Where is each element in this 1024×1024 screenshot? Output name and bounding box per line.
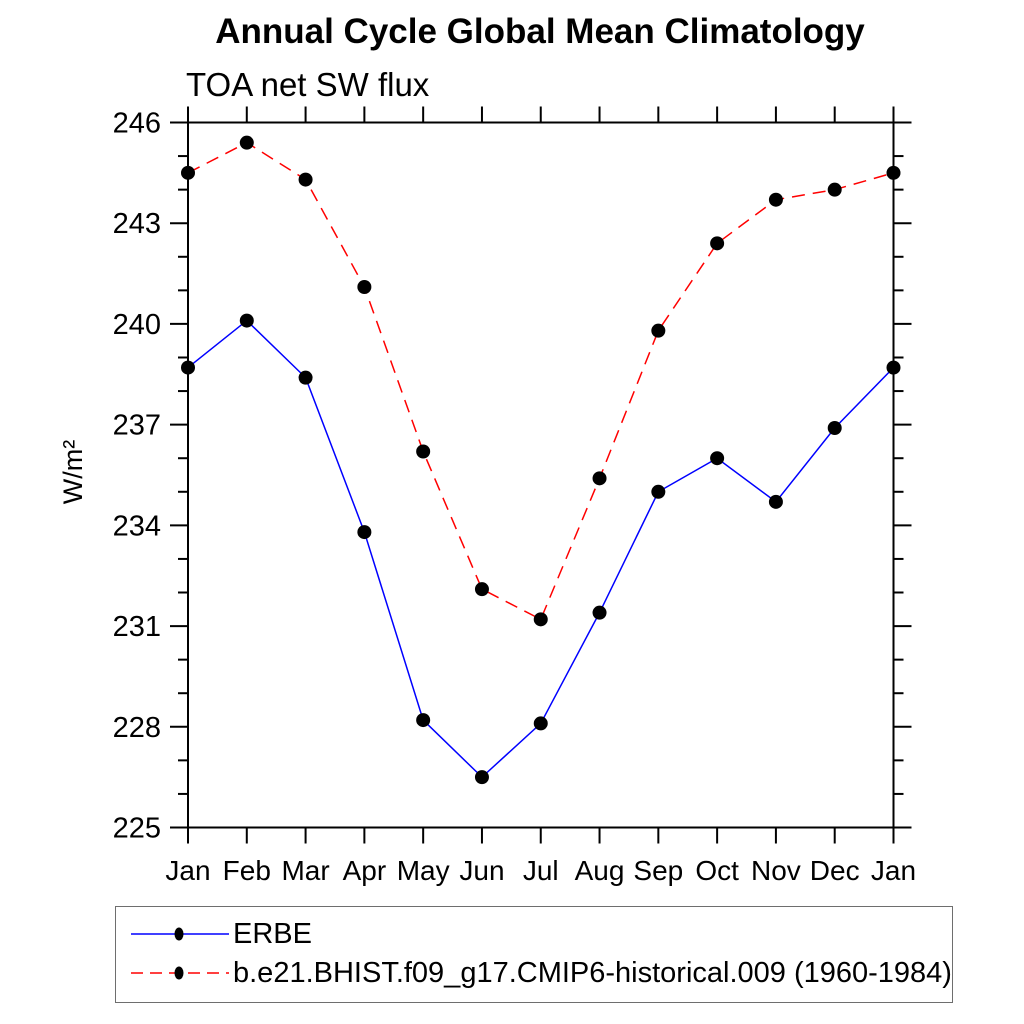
- data-point-marker: [416, 713, 431, 728]
- data-point-marker: [416, 444, 431, 459]
- data-point-marker: [886, 165, 901, 180]
- data-point-marker: [651, 484, 666, 499]
- legend-item-model: b.e21.BHIST.f09_g17.CMIP6-historical.009…: [130, 954, 952, 992]
- y-tick-label: 228: [113, 712, 161, 744]
- legend-label-erbe: ERBE: [233, 918, 312, 950]
- data-point-marker: [768, 494, 783, 509]
- chart-title: Annual Cycle Global Mean Climatology: [215, 12, 865, 51]
- x-tick-label: Nov: [751, 855, 801, 886]
- x-tick-label: Sep: [633, 855, 683, 886]
- x-tick-label: Mar: [281, 855, 329, 886]
- x-tick-label: Aug: [575, 855, 625, 886]
- data-point-marker: [298, 172, 313, 187]
- data-point-marker: [827, 421, 842, 435]
- data-point-marker: [533, 612, 548, 627]
- y-tick-label: 246: [113, 108, 161, 140]
- legend-line-dashed-icon: [131, 966, 229, 980]
- legend-marker-dot-icon: [174, 927, 184, 941]
- data-point-marker: [474, 582, 489, 597]
- data-point-marker: [181, 360, 195, 375]
- legend-item-erbe: ERBE: [130, 915, 312, 953]
- data-point-marker: [239, 135, 254, 150]
- y-tick-label: 231: [113, 611, 161, 643]
- data-point-marker: [768, 192, 783, 207]
- x-tick-label: Dec: [810, 855, 860, 886]
- x-tick-label: Apr: [343, 855, 387, 886]
- data-point-marker: [357, 525, 372, 540]
- data-point-marker: [710, 451, 725, 466]
- y-tick-label: 225: [113, 813, 161, 845]
- x-tick-label: Jul: [523, 855, 559, 886]
- legend: ERBE b.e21.BHIST.f09_g17.CMIP6-historica…: [115, 906, 953, 1003]
- y-tick-label: 234: [113, 510, 161, 542]
- data-point-marker: [827, 182, 842, 197]
- y-tick-label: 240: [113, 309, 161, 341]
- data-point-marker: [474, 770, 489, 785]
- chart-subtitle: TOA net SW flux: [186, 66, 430, 103]
- data-point-marker: [592, 605, 607, 620]
- y-axis-label: W/m²: [58, 440, 88, 504]
- y-tick-label: 243: [113, 208, 161, 240]
- x-tick-label: Oct: [695, 855, 739, 886]
- data-point-marker: [533, 716, 548, 731]
- series-line-1: [187, 141, 894, 621]
- data-point-marker: [181, 165, 195, 180]
- data-point-marker: [886, 360, 901, 375]
- x-tick-label: May: [397, 855, 450, 886]
- data-point-marker: [357, 280, 372, 294]
- y-tick-label: 237: [113, 410, 161, 442]
- data-point-marker: [298, 370, 313, 385]
- data-point-marker: [592, 471, 607, 486]
- data-point-marker: [710, 236, 725, 251]
- data-point-marker: [239, 313, 254, 328]
- data-point-marker: [651, 323, 666, 338]
- x-tick-label: Jan: [165, 855, 210, 886]
- legend-marker-dot-icon: [174, 966, 184, 980]
- legend-label-model: b.e21.BHIST.f09_g17.CMIP6-historical.009…: [233, 957, 952, 989]
- x-tick-label: Jan: [871, 855, 916, 886]
- x-tick-label: Jun: [459, 855, 504, 886]
- legend-line-solid-icon: [131, 927, 229, 941]
- series-line-0: [187, 319, 895, 779]
- x-tick-label: Feb: [223, 855, 271, 886]
